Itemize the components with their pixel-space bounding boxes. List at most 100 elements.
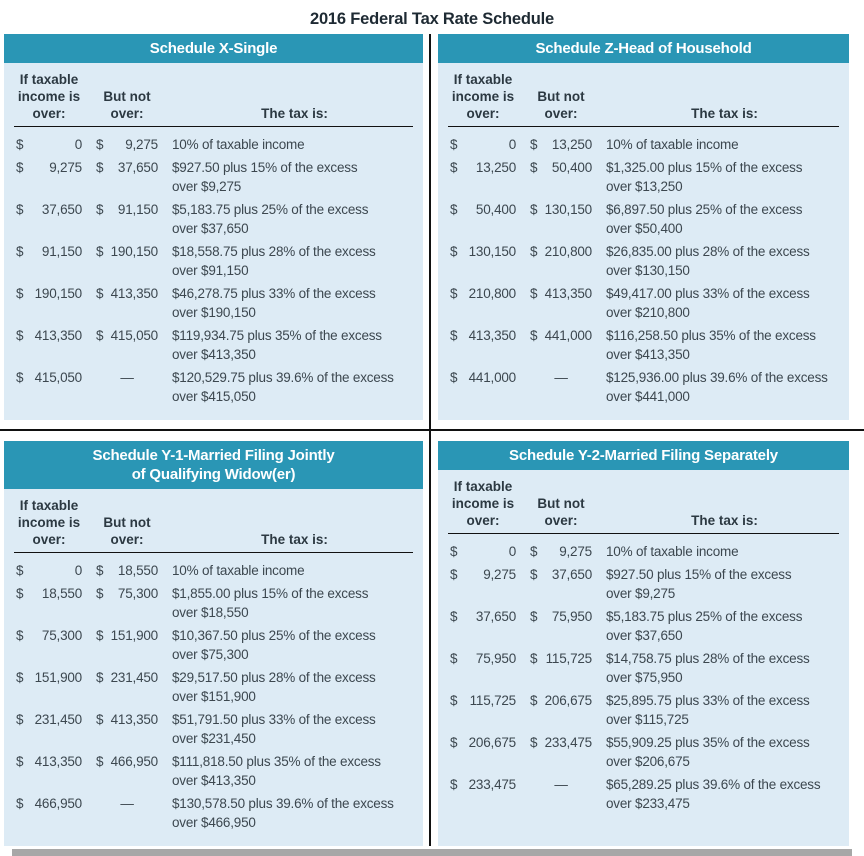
bracket-row: $115,725 $206,675 $25,895.75 plus 33% of t… <box>448 691 843 729</box>
income-over-value: 151,900 <box>34 670 83 685</box>
income-over-value: 115,725 <box>469 693 517 708</box>
tax-text: $5,183.75 plus 25% of the excess <box>172 202 369 217</box>
schedule-body: If taxable income is over: But not over:… <box>438 63 849 420</box>
bracket-row: $0 $9,275 10% of taxable income <box>14 135 417 154</box>
income-over-cell: $75,300 <box>16 626 82 664</box>
but-not-over-value: 9,275 <box>125 137 158 152</box>
dollar-sign: $ <box>96 286 104 301</box>
but-not-over-cell: $9,275 <box>96 135 158 154</box>
tax-text: 10% of taxable income <box>606 137 739 152</box>
dollar-sign: $ <box>450 160 458 175</box>
bracket-row: $37,650 $91,150 $5,183.75 plus 25% of the … <box>14 200 417 238</box>
but-not-over-cell: $206,675 <box>530 691 592 729</box>
dollar-sign: $ <box>450 286 458 301</box>
dollar-sign: $ <box>16 137 24 152</box>
tax-cell: $49,417.00 plus 33% of the excess over $2… <box>606 284 843 322</box>
tax-text: $29,517.50 plus 28% of the excess <box>172 670 376 685</box>
tax-text: 10% of taxable income <box>172 137 305 152</box>
but-not-over-cell: $413,350 <box>96 710 158 748</box>
tax-text: $18,558.75 plus 28% of the excess <box>172 244 376 259</box>
tax-text: $25,895.75 plus 33% of the excess <box>606 693 810 708</box>
dollar-sign: $ <box>530 202 538 217</box>
income-over-value: 206,675 <box>468 735 517 750</box>
dollar-sign: $ <box>450 735 458 750</box>
but-not-over-value: 50,400 <box>551 160 592 175</box>
but-not-over-value: 9,275 <box>559 544 592 559</box>
tax-continuation: over $75,300 <box>172 647 249 662</box>
bracket-row: $75,950 $115,725 $14,758.75 plus 28% of th… <box>448 649 843 687</box>
tax-cell: $26,835.00 plus 28% of the excess over $1… <box>606 242 843 280</box>
header-rule <box>14 552 413 553</box>
dollar-sign: $ <box>450 693 458 708</box>
schedule-title: Schedule Z-Head of Household <box>438 34 849 63</box>
income-over-cell: $130,150 <box>450 242 516 280</box>
col-header-tax-is: The tax is: <box>691 513 758 528</box>
income-over-value: 413,350 <box>34 754 83 769</box>
but-not-over-cell: $231,450 <box>96 668 158 706</box>
tax-text: $10,367.50 plus 25% of the excess <box>172 628 376 643</box>
but-not-over-cell: — <box>530 775 592 813</box>
bracket-row: $413,350 $441,000 $116,258.50 plus 35% of … <box>448 326 843 364</box>
but-not-over-cell: $75,300 <box>96 584 158 622</box>
no-upper-limit-dash: — <box>554 777 568 792</box>
tax-cell: $29,517.50 plus 28% of the excess over $1… <box>172 668 417 706</box>
tax-continuation: over $210,800 <box>606 305 690 320</box>
income-over-cell: $50,400 <box>450 200 516 238</box>
tax-text: $119,934.75 plus 35% of the excess <box>172 328 382 343</box>
tax-continuation: over $233,475 <box>606 796 690 811</box>
bracket-row: $18,550 $75,300 $1,855.00 plus 15% of the … <box>14 584 417 622</box>
tax-cell: $18,558.75 plus 28% of the excess over $9… <box>172 242 417 280</box>
income-over-value: 75,950 <box>475 651 516 666</box>
but-not-over-cell: — <box>530 368 592 406</box>
income-over-cell: $210,800 <box>450 284 516 322</box>
income-over-cell: $151,900 <box>16 668 82 706</box>
tax-cell: $5,183.75 plus 25% of the excess over $37… <box>606 607 843 645</box>
dollar-sign: $ <box>450 370 458 385</box>
dollar-sign: $ <box>16 670 24 685</box>
income-over-cell: $0 <box>450 542 516 561</box>
income-over-value: 91,150 <box>41 244 82 259</box>
bracket-row: $50,400 $130,150 $6,897.50 plus 25% of the… <box>448 200 843 238</box>
dollar-sign: $ <box>96 244 104 259</box>
tax-cell: $120,529.75 plus 39.6% of the excess over… <box>172 368 417 406</box>
tax-cell: $1,325.00 plus 15% of the excess over $13… <box>606 158 843 196</box>
but-not-over-cell: $441,000 <box>530 326 592 364</box>
dollar-sign: $ <box>16 712 24 727</box>
bracket-rows: $0 $18,550 10% of taxable income $18,550 $75… <box>14 553 417 832</box>
schedule-panel-z-head-of-household: Schedule Z-Head of Household If taxable … <box>438 34 849 420</box>
dollar-sign: $ <box>530 328 538 343</box>
tax-cell: $55,909.25 plus 35% of the excess over $2… <box>606 733 843 771</box>
dollar-sign: $ <box>16 370 24 385</box>
dollar-sign: $ <box>16 286 24 301</box>
income-over-cell: $206,675 <box>450 733 516 771</box>
bracket-row: $75,300 $151,900 $10,367.50 plus 25% of th… <box>14 626 417 664</box>
income-over-value: 415,050 <box>34 370 83 385</box>
tax-cell: $125,936.00 plus 39.6% of the excess over… <box>606 368 843 406</box>
bracket-row: $9,275 $37,650 $927.50 plus 15% of the exc… <box>14 158 417 196</box>
but-not-over-cell: — <box>96 794 158 832</box>
tax-cell: $1,855.00 plus 15% of the excess over $18… <box>172 584 417 622</box>
column-headers: If taxable income is over: But not over:… <box>14 497 417 548</box>
dollar-sign: $ <box>16 328 24 343</box>
tax-continuation: over $190,150 <box>172 305 256 320</box>
col-header-income-over: If taxable income is over: <box>451 72 515 121</box>
tax-cell: $111,818.50 plus 35% of the excess over $… <box>172 752 417 790</box>
tax-continuation: over $466,950 <box>172 815 256 830</box>
dollar-sign: $ <box>96 586 104 601</box>
income-over-cell: $413,350 <box>16 326 82 364</box>
but-not-over-value: 91,150 <box>117 202 158 217</box>
dollar-sign: $ <box>530 567 538 582</box>
income-over-value: 413,350 <box>34 328 83 343</box>
column-headers: If taxable income is over: But not over:… <box>14 71 417 122</box>
dollar-sign: $ <box>16 160 24 175</box>
bracket-row: $466,950 — $130,578.50 plus 39.6% of the e… <box>14 794 417 832</box>
bracket-row: $0 $18,550 10% of taxable income <box>14 561 417 580</box>
col-header-tax-is: The tax is: <box>691 106 758 121</box>
tax-continuation: over $50,400 <box>606 221 683 236</box>
dollar-sign: $ <box>530 544 538 559</box>
bracket-row: $415,050 — $120,529.75 plus 39.6% of the e… <box>14 368 417 406</box>
tax-cell: $10,367.50 plus 25% of the excess over $7… <box>172 626 417 664</box>
income-over-cell: $466,950 <box>16 794 82 832</box>
col-header-income-over: If taxable income is over: <box>17 72 81 121</box>
dollar-sign: $ <box>96 202 104 217</box>
